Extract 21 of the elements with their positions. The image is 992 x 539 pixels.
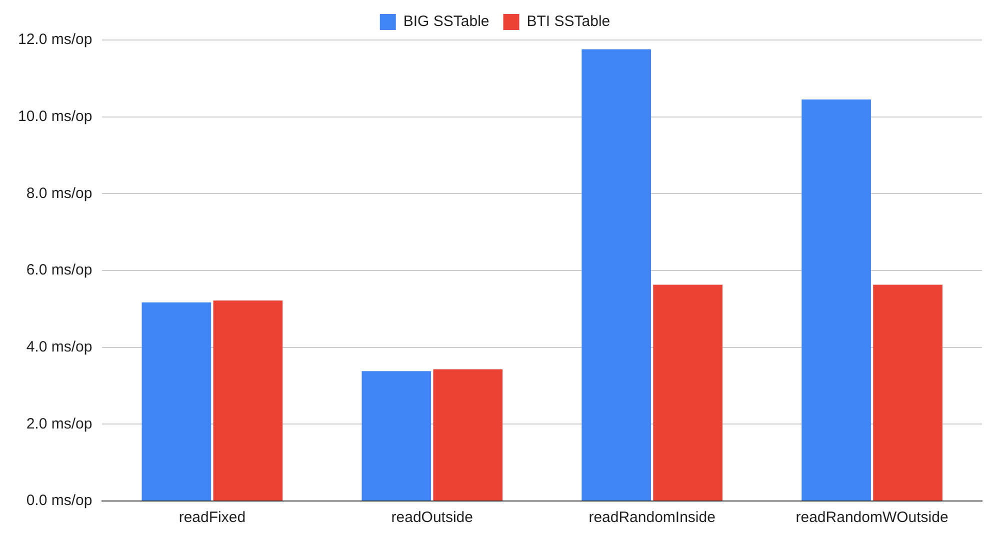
bar xyxy=(142,302,212,500)
x-tick-label: readRandomWOutside xyxy=(796,509,948,526)
y-tick-label: 6.0 ms/op xyxy=(26,262,92,279)
y-tick-label: 0.0 ms/op xyxy=(26,492,92,510)
bar xyxy=(802,100,871,500)
y-tick-label: 10.0 ms/op xyxy=(18,108,92,125)
bar xyxy=(362,371,432,500)
bar xyxy=(873,284,942,500)
bar xyxy=(213,300,283,500)
y-tick-label: 2.0 ms/op xyxy=(26,415,92,432)
x-tick-label: readFixed xyxy=(178,509,246,526)
legend-label: BTI SSTable xyxy=(526,13,610,30)
bar xyxy=(582,49,652,500)
bar xyxy=(653,284,722,500)
y-tick-label: 8.0 ms/op xyxy=(26,184,92,202)
x-tick-label: readOutside xyxy=(391,509,473,526)
bar xyxy=(433,369,503,500)
y-tick-label: 12.0 ms/op xyxy=(18,31,92,48)
x-tick-label: readRandomInside xyxy=(588,509,716,526)
y-tick-label: 4.0 ms/op xyxy=(26,338,92,356)
legend-label: BIG SSTable xyxy=(403,13,490,30)
